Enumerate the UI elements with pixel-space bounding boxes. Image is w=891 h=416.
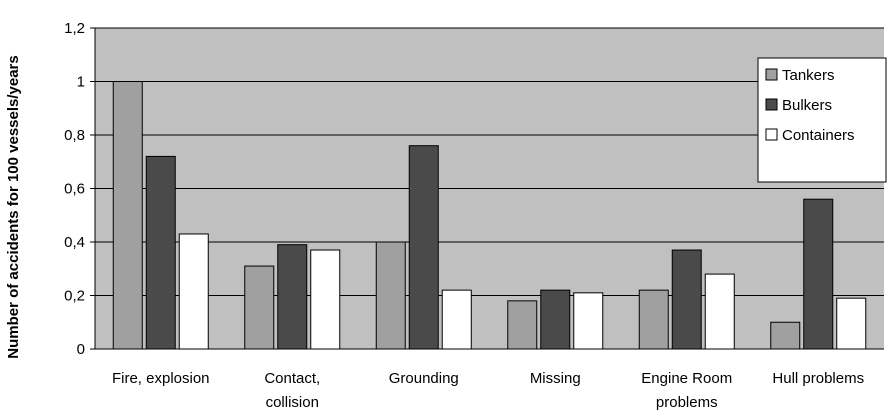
y-axis-label: Number of accidents for 100 vessels/year… bbox=[5, 55, 22, 359]
x-category-label: Fire, explosion bbox=[112, 370, 210, 387]
x-category-label: collision bbox=[266, 394, 319, 411]
y-tick-label: 0 bbox=[77, 341, 85, 358]
bar-containers bbox=[573, 292, 604, 350]
x-category-label: Grounding bbox=[389, 370, 459, 387]
x-category-label: Contact, bbox=[264, 370, 320, 387]
bar-tankers bbox=[770, 321, 801, 350]
y-tick-label: 0,4 bbox=[64, 234, 85, 251]
legend-label: Bulkers bbox=[782, 97, 832, 114]
bar-containers bbox=[704, 273, 735, 350]
bar-bulkers bbox=[803, 198, 834, 350]
bar-tankers bbox=[375, 241, 406, 350]
bar-containers bbox=[441, 289, 472, 350]
legend-swatch bbox=[765, 128, 778, 141]
bar-tankers bbox=[244, 265, 275, 350]
x-category-label: problems bbox=[656, 394, 718, 411]
y-tick-label: 1,2 bbox=[64, 20, 85, 37]
bar-containers bbox=[310, 249, 341, 350]
bar-bulkers bbox=[145, 155, 176, 350]
legend-label: Tankers bbox=[782, 67, 835, 84]
bar-tankers bbox=[112, 81, 143, 350]
x-category-label: Missing bbox=[530, 370, 581, 387]
bar-containers bbox=[836, 297, 867, 350]
bar-bulkers bbox=[671, 249, 702, 350]
bar-bulkers bbox=[540, 289, 571, 350]
legend-swatch bbox=[765, 98, 778, 111]
legend-box bbox=[757, 57, 887, 183]
y-tick-label: 0,2 bbox=[64, 288, 85, 305]
bar-tankers bbox=[507, 300, 538, 350]
bar-bulkers bbox=[408, 145, 439, 350]
y-tick-label: 0,8 bbox=[64, 127, 85, 144]
legend-swatch bbox=[765, 68, 778, 81]
legend: Tankers Bulkers Containers bbox=[757, 57, 887, 183]
x-category-label: Engine Room bbox=[641, 370, 732, 387]
x-category-label: Hull problems bbox=[772, 370, 864, 387]
bar-containers bbox=[178, 233, 209, 350]
y-tick-label: 0,6 bbox=[64, 181, 85, 198]
y-tick-label: 1 bbox=[77, 74, 85, 91]
bar-bulkers bbox=[277, 244, 308, 350]
bar-tankers bbox=[638, 289, 669, 350]
legend-label: Containers bbox=[782, 127, 855, 144]
